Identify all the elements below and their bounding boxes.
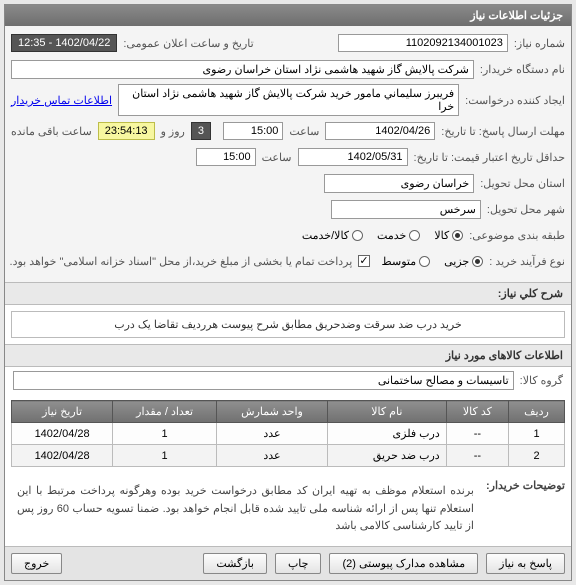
cell-code: -- — [446, 445, 508, 467]
remaining-days-field: 3 — [191, 122, 211, 140]
goods-group-field: تاسیسات و مصالح ساختمانی — [13, 371, 514, 390]
radio-label: متوسط — [382, 255, 417, 268]
buyer-name-field: شرکت پالایش گاز شهید هاشمی نژاد استان خر… — [11, 60, 474, 79]
purchase-type-label: نوع فرآیند خرید : — [489, 255, 565, 268]
city-field: سرخس — [331, 200, 481, 219]
contact-info-link[interactable]: اطلاعات تماس خریدار — [11, 94, 112, 107]
details-panel: جزئیات اطلاعات نیاز شماره نیاز: 11020921… — [4, 4, 572, 581]
cell-name: درب فلزی — [327, 423, 446, 445]
radio-label: جزیی — [444, 255, 469, 268]
announce-dt-field: 1402/04/22 - 12:35 — [11, 34, 117, 52]
creator-field: فريبرز سليماني مامور خرید شرکت پالایش گا… — [118, 84, 459, 116]
creator-label: ایجاد کننده درخواست: — [465, 94, 565, 107]
days-and-label: روز و — [161, 125, 185, 138]
radio-icon — [452, 230, 463, 241]
radio-icon — [352, 230, 363, 241]
table-row[interactable]: 1 -- درب فلزی عدد 1 1402/04/28 — [12, 423, 565, 445]
deadline-time-field: 15:00 — [223, 122, 283, 140]
print-button[interactable]: چاپ — [275, 553, 322, 574]
cell-unit: عدد — [217, 445, 328, 467]
remaining-time-field: 23:54:13 — [98, 122, 155, 140]
need-desc-box: خرید درب ضد سرقت وضدحریق مطابق شرح پیوست… — [11, 311, 565, 338]
category-radio-goods[interactable]: کالا — [434, 229, 463, 242]
col-code: کد کالا — [446, 401, 508, 423]
radio-icon — [419, 256, 430, 267]
radio-icon — [409, 230, 420, 241]
col-row: ردیف — [509, 401, 565, 423]
back-button[interactable]: بازگشت — [203, 553, 267, 574]
footer-bar: پاسخ به نیاز مشاهده مدارک پیوستی (2) چاپ… — [5, 546, 571, 580]
radio-label: کالا — [434, 229, 449, 242]
cell-date: 1402/04/28 — [12, 423, 113, 445]
purchase-type-radio-minor[interactable]: جزیی — [444, 255, 483, 268]
panel-title: جزئیات اطلاعات نیاز — [5, 5, 571, 26]
need-no-label: شماره نیاز: — [514, 37, 565, 50]
goods-info-title: اطلاعات کالاهای مورد نیاز — [5, 344, 571, 367]
remarks-label: توضیحات خریدار: — [486, 479, 565, 540]
purchase-type-radio-group: جزیی متوسط — [382, 255, 484, 268]
exit-button[interactable]: خروج — [11, 553, 62, 574]
goods-group-label: گروه کالا: — [520, 374, 563, 387]
col-unit: واحد شمارش — [217, 401, 328, 423]
cell-code: -- — [446, 423, 508, 445]
city-label: شهر محل تحویل: — [487, 203, 565, 216]
purchase-type-radio-medium[interactable]: متوسط — [382, 255, 431, 268]
treasury-checkbox[interactable] — [358, 255, 369, 267]
remarks-text: برنده استعلام موظف به تهیه ایران کد مطاب… — [11, 479, 480, 540]
need-no-field: 1102092134001023 — [338, 34, 508, 52]
deadline-label: مهلت ارسال پاسخ: تا تاریخ: — [441, 125, 565, 138]
deadline-hour-label: ساعت — [289, 125, 319, 138]
province-field: خراسان رضوی — [324, 174, 474, 193]
announce-dt-label: تاریخ و ساعت اعلان عمومی: — [123, 37, 253, 50]
buyer-name-label: نام دستگاه خریدار: — [480, 63, 565, 76]
remaining-label: ساعت باقی مانده — [11, 125, 92, 138]
category-radio-both[interactable]: کالا/خدمت — [302, 229, 363, 242]
purchase-note: پرداخت تمام یا بخشی از مبلغ خرید،از محل … — [10, 255, 353, 268]
cell-date: 1402/04/28 — [12, 445, 113, 467]
cell-name: درب ضد حریق — [327, 445, 446, 467]
cell-qty: 1 — [113, 445, 217, 467]
radio-label: کالا/خدمت — [302, 229, 349, 242]
cell-qty: 1 — [113, 423, 217, 445]
table-row[interactable]: 2 -- درب ضد حریق عدد 1 1402/04/28 — [12, 445, 565, 467]
form-area: شماره نیاز: 1102092134001023 تاریخ و ساع… — [5, 26, 571, 282]
category-radio-group: کالا خدمت کالا/خدمت — [302, 229, 463, 242]
province-label: استان محل تحویل: — [480, 177, 565, 190]
radio-label: خدمت — [377, 229, 406, 242]
validity-label: حداقل تاریخ اعتبار قیمت: تا تاریخ: — [414, 151, 565, 164]
need-desc-title: شرح کلي نياز: — [5, 282, 571, 305]
reply-button[interactable]: پاسخ به نیاز — [486, 553, 565, 574]
validity-date-field: 1402/05/31 — [298, 148, 408, 166]
validity-time-field: 15:00 — [196, 148, 256, 166]
validity-hour-label: ساعت — [262, 151, 292, 164]
cell-unit: عدد — [217, 423, 328, 445]
col-qty: تعداد / مقدار — [113, 401, 217, 423]
deadline-date-field: 1402/04/26 — [325, 122, 435, 140]
col-date: تاریخ نیاز — [12, 401, 113, 423]
category-label: طبقه بندی موضوعی: — [469, 229, 565, 242]
goods-table: ردیف کد کالا نام کالا واحد شمارش تعداد /… — [11, 400, 565, 467]
cell-row: 2 — [509, 445, 565, 467]
radio-icon — [472, 256, 483, 267]
remarks-row: توضیحات خریدار: برنده استعلام موظف به ته… — [5, 473, 571, 546]
category-radio-service[interactable]: خدمت — [377, 229, 420, 242]
cell-row: 1 — [509, 423, 565, 445]
attachments-button[interactable]: مشاهده مدارک پیوستی (2) — [329, 553, 478, 574]
col-name: نام کالا — [327, 401, 446, 423]
